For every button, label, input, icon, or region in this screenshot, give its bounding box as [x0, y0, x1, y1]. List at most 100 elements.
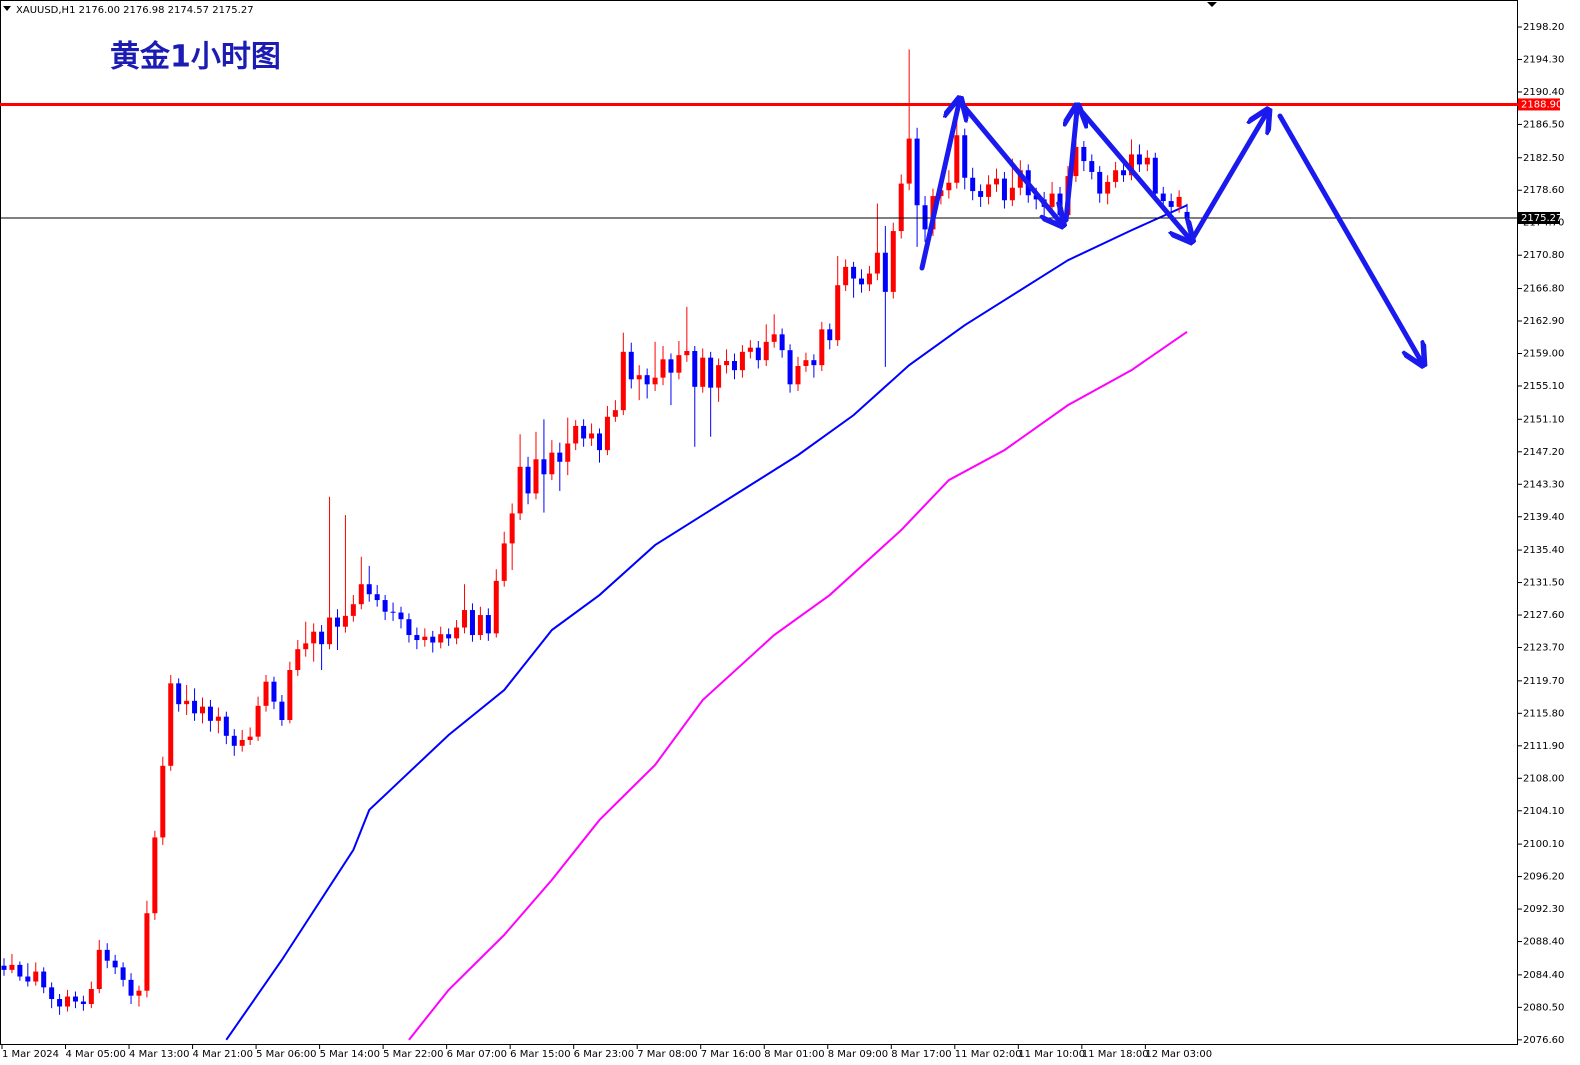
candle-body	[414, 635, 420, 641]
y-tick-label: 2108.00	[1523, 773, 1564, 784]
y-tick-label: 2135.40	[1523, 545, 1564, 556]
moving-average	[408, 331, 1188, 1041]
candle-body	[954, 135, 960, 183]
candle-body	[1057, 193, 1063, 216]
candle-body	[25, 976, 31, 982]
candle-body	[676, 355, 682, 373]
x-tick-label: 4 Mar 05:00	[66, 1049, 126, 1060]
y-tick-label: 2159.00	[1523, 348, 1564, 359]
y-tick-label: 2166.80	[1523, 284, 1564, 295]
candle-body	[787, 350, 793, 385]
x-tick-label: 6 Mar 15:00	[510, 1049, 570, 1060]
plot-frame	[0, 0, 1518, 1045]
candle-body	[1081, 146, 1087, 162]
candle-body	[9, 964, 15, 970]
candle-body	[469, 610, 475, 636]
chart-title: 黄金1小时图	[110, 40, 281, 75]
candle-body	[1113, 170, 1119, 182]
y-tick-label: 2115.80	[1523, 708, 1564, 719]
price-label-box	[1518, 211, 1560, 224]
candle-body	[80, 1001, 86, 1005]
candle-body	[287, 670, 293, 720]
candle-body	[112, 960, 118, 968]
candle-body	[231, 735, 237, 746]
candle-body	[620, 351, 626, 411]
candle-body	[501, 543, 507, 581]
x-tick-label: 5 Mar 06:00	[256, 1049, 316, 1060]
candle-body	[430, 636, 436, 643]
candle-body	[851, 266, 857, 279]
candle-body	[1001, 178, 1007, 201]
candle-body	[962, 135, 968, 178]
candle-body	[747, 347, 753, 352]
price-label: 2188.90	[1521, 99, 1562, 110]
candle-body	[279, 701, 285, 720]
candle-body	[549, 452, 555, 475]
candle-body	[350, 604, 356, 616]
candle-body	[1097, 171, 1103, 194]
x-tick-label: 8 Mar 09:00	[828, 1049, 888, 1060]
candle-body	[628, 351, 634, 380]
y-tick-label: 2194.30	[1523, 54, 1564, 65]
price-label-box	[1518, 98, 1560, 111]
candle-body	[573, 425, 579, 444]
candle-body	[104, 949, 110, 961]
candle-body	[843, 266, 849, 286]
candle-body	[1184, 211, 1190, 218]
candle-body	[517, 466, 523, 514]
candle-body	[160, 765, 166, 838]
candle-body	[652, 377, 658, 385]
x-tick-label: 5 Mar 14:00	[320, 1049, 380, 1060]
candle-body	[311, 631, 317, 644]
candle-body	[239, 739, 245, 746]
candle-body	[192, 700, 198, 714]
candle-body	[898, 183, 904, 232]
candle-body	[207, 706, 213, 721]
candle-body	[811, 360, 817, 366]
arrow	[1066, 110, 1077, 223]
candle-body	[422, 636, 428, 641]
candle-body	[866, 273, 872, 285]
y-tick-label: 2162.90	[1523, 316, 1564, 327]
candle-body	[946, 182, 952, 191]
candle-body	[731, 360, 737, 371]
candle-body	[382, 600, 388, 612]
candle-body	[1105, 181, 1111, 194]
candle-body	[827, 329, 833, 341]
y-tick-label: 2190.40	[1523, 87, 1564, 98]
candle-body	[33, 971, 39, 982]
candle-body	[215, 716, 221, 721]
x-tick-label: 7 Mar 08:00	[637, 1049, 697, 1060]
candle-body	[1144, 157, 1150, 165]
price-label: 2175.27	[1521, 213, 1562, 224]
y-tick-label: 2178.60	[1523, 185, 1564, 196]
candle-body	[358, 584, 364, 605]
candle-body	[57, 999, 63, 1007]
candle-body	[17, 964, 23, 977]
candle-body	[557, 452, 563, 462]
candle-body	[1073, 146, 1079, 177]
y-tick-label: 2104.10	[1523, 806, 1564, 817]
candle-body	[795, 365, 801, 385]
candle-body	[493, 580, 499, 634]
x-tick-label: 7 Mar 16:00	[701, 1049, 761, 1060]
y-tick-label: 2143.30	[1523, 479, 1564, 490]
candle-body	[390, 611, 396, 613]
x-tick-label: 8 Mar 17:00	[891, 1049, 951, 1060]
y-tick-label: 2151.10	[1523, 414, 1564, 425]
candle-body	[533, 459, 539, 494]
candle-body	[168, 683, 174, 766]
candle-body	[509, 513, 515, 544]
candle-body	[684, 350, 690, 356]
candle-body	[1, 965, 7, 970]
y-tick-label: 2198.20	[1523, 22, 1564, 33]
candle-body	[986, 184, 992, 197]
candle-body	[779, 334, 785, 351]
candle-body	[636, 375, 642, 380]
candle-body	[247, 736, 253, 740]
candle-body	[200, 706, 205, 714]
header-icon	[3, 6, 11, 11]
candle-body	[874, 252, 880, 274]
y-tick-label: 2076.60	[1523, 1035, 1564, 1046]
